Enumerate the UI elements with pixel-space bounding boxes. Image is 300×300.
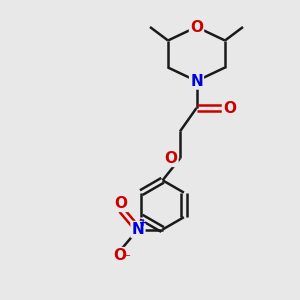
Text: O: O — [164, 151, 178, 166]
Text: N: N — [190, 74, 203, 88]
Text: ⁻: ⁻ — [124, 254, 130, 264]
Text: N: N — [132, 222, 144, 237]
Text: O: O — [114, 196, 128, 211]
Text: +: + — [139, 218, 148, 229]
Text: O: O — [190, 20, 203, 34]
Text: O: O — [113, 248, 127, 263]
Text: O: O — [223, 100, 236, 116]
